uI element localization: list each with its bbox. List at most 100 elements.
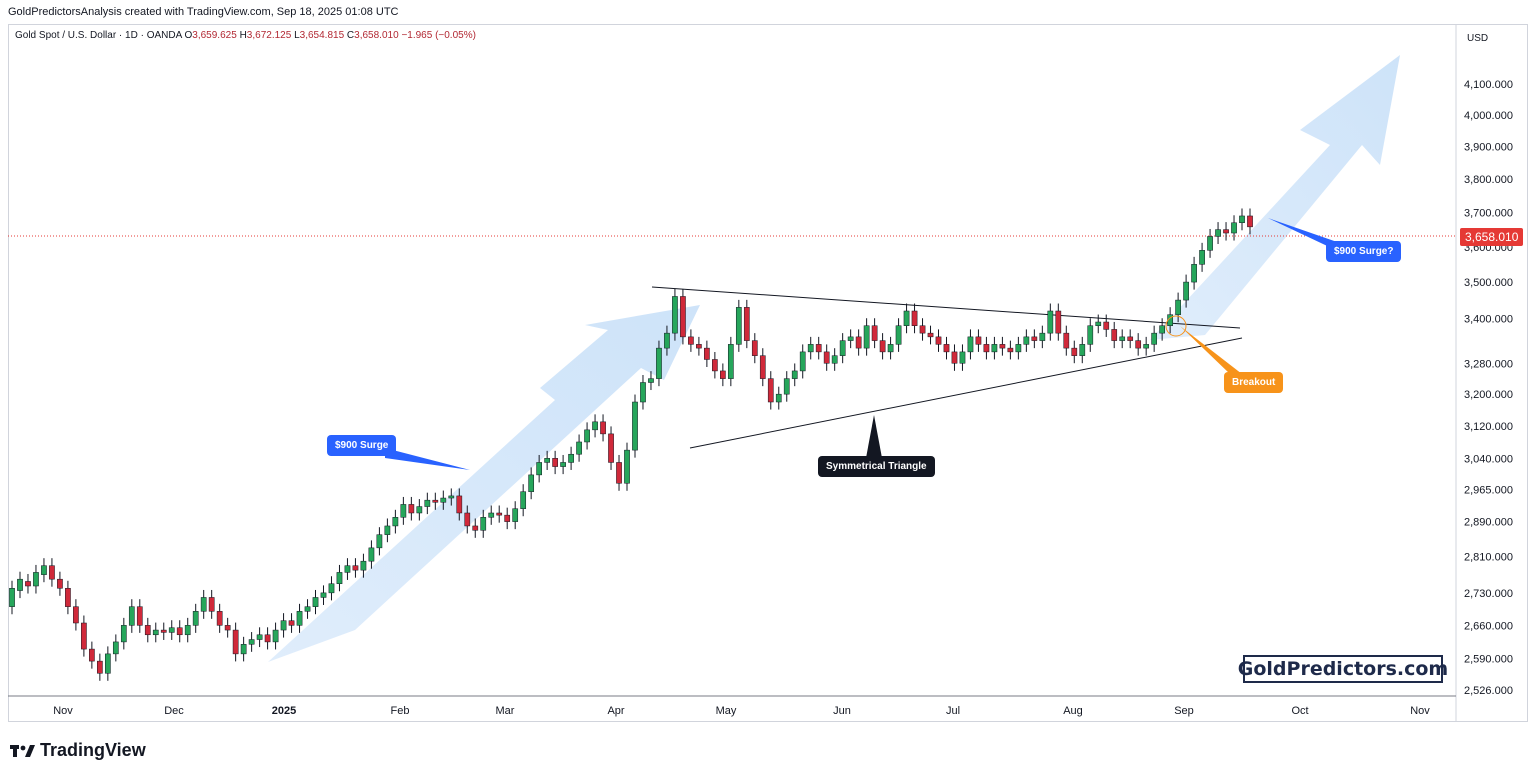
y-axis: 4,100.000 4,000.000 3,900.000 3,800.000 3,70… [1464,79,1513,697]
candle-body [432,499,439,503]
candle-body [264,634,271,643]
x-tick-label: May [716,705,737,717]
surge-1-callout[interactable]: $900 Surge [327,435,397,456]
candle-body [656,347,662,379]
candle-body [927,332,934,338]
candle-body [1111,329,1118,341]
y-tick-label: 2,526.000 [1464,685,1513,697]
candle-body [272,629,279,643]
x-tick-label: Dec [164,705,184,717]
candle-body [392,517,399,527]
candle-body [999,344,1006,349]
candle-body [1199,250,1205,265]
y-tick-label: 3,900.000 [1464,142,1513,154]
candle-body [97,660,103,674]
change-value: −1.965 (−0.05%) [401,30,476,41]
candle-body [1071,347,1078,356]
candle-body [1095,321,1102,326]
chart-frame [8,24,1528,722]
candle-body [176,627,183,636]
tradingview-icon [10,744,35,757]
low-label: L [294,30,300,41]
candle-body [488,512,495,518]
y-tick-label: 4,100.000 [1464,79,1513,91]
candle-body [424,499,431,507]
candle-body [672,296,678,334]
candle-body [328,583,335,594]
candle-body [632,401,638,451]
candle-body [727,344,734,379]
candle-body [256,634,263,640]
candle-body [160,629,167,633]
candle-body [895,325,902,345]
candle-body [680,296,686,338]
triangle-callout[interactable]: Symmetrical Triangle [818,456,935,477]
candle-body [400,504,407,518]
candle-body [41,565,47,575]
candle-body [73,606,79,624]
y-tick-label: 2,590.000 [1464,654,1513,666]
candle-body [863,325,870,349]
y-tick-label: 3,800.000 [1464,174,1513,186]
candle-body [224,625,231,631]
candle-body [1207,236,1213,251]
x-tick-label: Feb [391,705,410,717]
surge-arrow-2 [1150,55,1400,340]
candle-body [959,351,966,364]
candle-body [17,578,23,591]
tradingview-logo[interactable]: TradingView [10,740,146,761]
candle-body [1055,310,1062,334]
surge-2-pointer [1268,218,1340,252]
surge-2-callout[interactable]: $900 Surge? [1326,241,1402,262]
y-tick-label: 2,660.000 [1464,620,1513,632]
candle-body [1231,222,1237,234]
candle-body [839,340,846,356]
candle-body [320,592,327,598]
candle-body [192,611,199,626]
candle-body [696,344,702,349]
candle-body [544,458,550,463]
candle-body [584,429,590,443]
x-tick-label: Aug [1063,705,1083,717]
y-tick-label: 3,200.000 [1464,389,1513,401]
breakout-callout[interactable]: Breakout [1224,372,1284,393]
candle-body [799,351,806,372]
candle-body [831,355,838,364]
candle-body [664,332,670,349]
candle-body [81,622,87,650]
candle-body [9,588,15,607]
candle-body [775,393,782,403]
candle-body [440,497,447,503]
candle-body [312,597,319,607]
candle-body [496,512,503,516]
candle-body [624,449,630,484]
candle-body [1119,336,1126,341]
candle-body [136,606,143,626]
candle-body [1239,215,1245,224]
y-tick-label: 2,890.000 [1464,517,1513,529]
candle-body [552,458,558,467]
x-tick-label: Mar [496,705,515,717]
candle-body [1135,340,1142,349]
candle-body [288,620,295,626]
candle-body [688,336,694,345]
candle-body [416,506,423,514]
low-value: 3,654.815 [299,30,345,41]
candle-body [743,307,750,341]
open-label: O [184,30,193,41]
x-tick-label: Apr [607,705,624,717]
open-value: 3,659.625 [192,30,237,41]
x-tick-label: Jul [946,705,960,717]
candle-body [720,370,726,379]
y-tick-label: 2,965.000 [1464,485,1513,497]
x-tick-label: 2025 [272,705,296,717]
candle-body [919,325,926,334]
candle-body [1023,336,1030,345]
symbol-name: Gold Spot / U.S. Dollar · 1D · OANDA [15,30,182,41]
candle-body [1079,344,1086,356]
candle-body [168,627,175,633]
candle-body [480,517,487,531]
currency-label[interactable]: USD [1467,33,1489,44]
candle-body [592,421,598,431]
